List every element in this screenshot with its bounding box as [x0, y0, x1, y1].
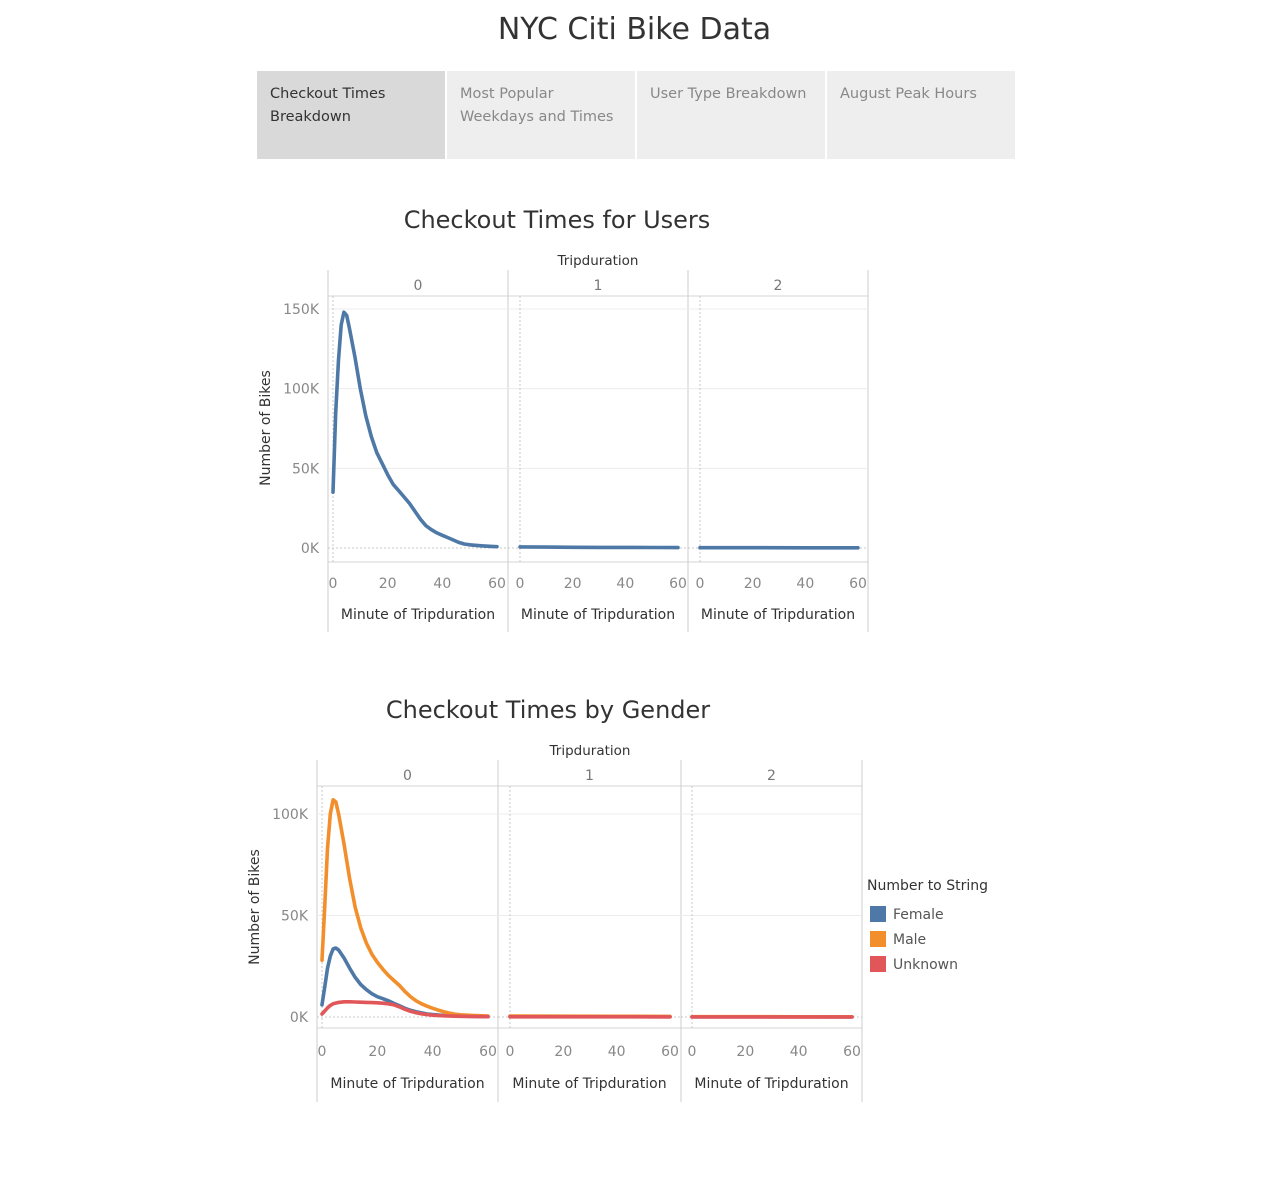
checkout-times-gender-chart: Checkout Times by GenderTripduration100K…: [247, 696, 988, 1102]
x-tick-label: 40: [790, 1044, 808, 1060]
x-tick-label: 40: [433, 576, 451, 592]
facet-label-1: 1: [594, 278, 603, 294]
page-title: NYC Citi Bike Data: [497, 12, 772, 47]
x-tick-label: 0: [329, 576, 338, 592]
x-axis-label: Minute of Tripduration: [512, 1076, 666, 1092]
x-tick-label: 20: [379, 576, 397, 592]
dashboard-tabs: Checkout Times Breakdown Most Popular We…: [257, 71, 1016, 159]
x-tick-label: 20: [744, 576, 762, 592]
y-axis-label: Number of Bikes: [247, 849, 263, 965]
y-tick-label: 150K: [283, 302, 320, 318]
x-tick-label: 20: [554, 1044, 572, 1060]
checkout-times-users-chart: Checkout Times for UsersTripduration150K…: [258, 206, 869, 632]
tab-checkout-times-breakdown[interactable]: Checkout Times Breakdown: [257, 71, 445, 159]
x-tick-label: 60: [849, 576, 867, 592]
y-tick-label: 0K: [301, 541, 320, 557]
x-tick-label: 20: [736, 1044, 754, 1060]
facet-header: Tripduration: [557, 253, 639, 269]
tab-most-popular-weekdays-and-times[interactable]: Most Popular Weekdays and Times: [447, 71, 635, 159]
y-tick-label: 50K: [292, 461, 320, 477]
x-tick-label: 40: [424, 1044, 442, 1060]
legend-title: Number to String: [867, 878, 988, 894]
x-axis-label: Minute of Tripduration: [694, 1076, 848, 1092]
x-tick-label: 60: [479, 1044, 497, 1060]
y-tick-label: 100K: [283, 382, 320, 398]
facet-label-0: 0: [403, 768, 412, 784]
tab-august-peak-hours[interactable]: August Peak Hours: [827, 71, 1015, 159]
legend-swatch-male: [870, 931, 886, 947]
tab-user-type-breakdown[interactable]: User Type Breakdown: [637, 71, 825, 159]
legend-label-female: Female: [893, 907, 944, 923]
facet-label-0: 0: [414, 278, 423, 294]
series-line-bikes-panel-1: [518, 545, 680, 550]
x-tick-label: 0: [506, 1044, 515, 1060]
x-axis-label: Minute of Tripduration: [341, 607, 495, 623]
x-tick-label: 0: [696, 576, 705, 592]
x-tick-label: 40: [616, 576, 634, 592]
x-axis-label: Minute of Tripduration: [330, 1076, 484, 1092]
legend-label-male: Male: [893, 932, 926, 948]
y-tick-label: 0K: [290, 1010, 309, 1026]
facet-label-2: 2: [774, 278, 783, 294]
legend-label-unknown: Unknown: [893, 957, 958, 973]
facet-label-2: 2: [767, 768, 776, 784]
x-axis-label: Minute of Tripduration: [701, 607, 855, 623]
x-tick-label: 60: [661, 1044, 679, 1060]
y-axis-label: Number of Bikes: [258, 370, 274, 486]
series-line-bikes-panel-0: [331, 310, 499, 549]
facet-label-1: 1: [585, 768, 594, 784]
series-line-female-panel-0: [320, 946, 490, 1019]
y-tick-label: 50K: [281, 909, 309, 925]
x-axis-label: Minute of Tripduration: [521, 607, 675, 623]
x-tick-label: 20: [368, 1044, 386, 1060]
x-tick-label: 0: [318, 1044, 327, 1060]
series-line-unknown-panel-0: [320, 1000, 490, 1019]
x-tick-label: 60: [488, 576, 506, 592]
legend-swatch-unknown: [870, 956, 886, 972]
x-tick-label: 40: [796, 576, 814, 592]
y-tick-label: 100K: [272, 807, 309, 823]
facet-header: Tripduration: [549, 743, 631, 759]
x-tick-label: 20: [564, 576, 582, 592]
x-tick-label: 0: [516, 576, 525, 592]
x-tick-label: 60: [843, 1044, 861, 1060]
chart-title: Checkout Times by Gender: [386, 696, 710, 724]
x-tick-label: 0: [688, 1044, 697, 1060]
series-line-male-panel-0: [320, 798, 490, 1018]
x-tick-label: 40: [608, 1044, 626, 1060]
chart-title: Checkout Times for Users: [404, 206, 711, 234]
x-tick-label: 60: [669, 576, 687, 592]
legend-swatch-female: [870, 906, 886, 922]
